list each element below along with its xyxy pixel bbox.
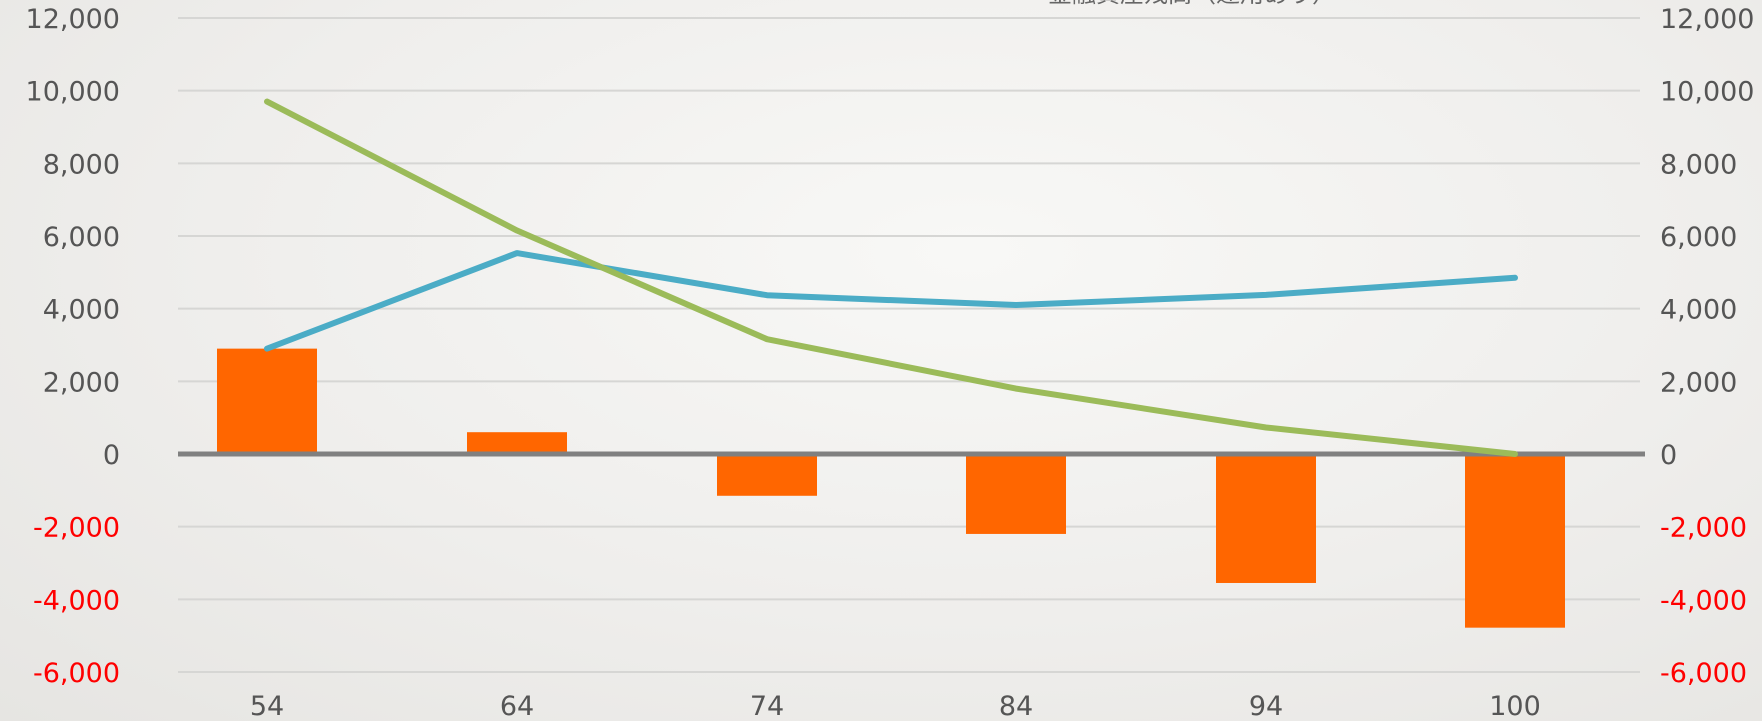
left-y-tick-label: -2,000 bbox=[33, 513, 120, 544]
bar bbox=[966, 454, 1066, 534]
right-y-tick-label: 10,000 bbox=[1660, 77, 1754, 108]
left-y-tick-label: 6,000 bbox=[43, 222, 120, 253]
x-tick-label: 84 bbox=[999, 691, 1033, 721]
left-y-tick-label: 0 bbox=[103, 440, 120, 471]
right-y-tick-label: 12,000 bbox=[1660, 4, 1754, 35]
right-y-tick-label: 2,000 bbox=[1660, 367, 1737, 398]
left-y-tick-label: 12,000 bbox=[26, 4, 120, 35]
bar bbox=[1465, 454, 1565, 628]
left-y-tick-label: 4,000 bbox=[43, 295, 120, 326]
x-tick-label: 64 bbox=[500, 691, 534, 721]
line-series bbox=[264, 98, 1518, 457]
x-tick-label: 100 bbox=[1489, 691, 1541, 721]
bar bbox=[717, 454, 817, 496]
right-y-tick-label: 8,000 bbox=[1660, 149, 1737, 180]
gridlines bbox=[178, 17, 1640, 673]
left-y-tick-label: 8,000 bbox=[43, 149, 120, 180]
x-tick-label: 74 bbox=[750, 691, 784, 721]
bar bbox=[1216, 454, 1316, 583]
left-y-tick-label: 10,000 bbox=[26, 77, 120, 108]
line-series-2 bbox=[264, 98, 1518, 457]
line-series-1 bbox=[264, 250, 1518, 352]
right-y-tick-label: 0 bbox=[1660, 440, 1677, 471]
left-y-axis: 12,000 10,000 8,000 6,000 4,000 2,000 0 -2,000 -… bbox=[26, 4, 120, 689]
x-axis: 54 64 74 84 94 100 bbox=[250, 691, 1541, 721]
bar bbox=[467, 432, 567, 454]
right-y-tick-label: 4,000 bbox=[1660, 295, 1737, 326]
right-y-tick-label: 6,000 bbox=[1660, 222, 1737, 253]
left-y-tick-label: 2,000 bbox=[43, 367, 120, 398]
bar-series bbox=[217, 348, 1565, 628]
x-tick-label: 54 bbox=[250, 691, 284, 721]
right-y-tick-label: -4,000 bbox=[1660, 585, 1747, 616]
chart-title: 金融資産残高（運用あり） bbox=[1048, 0, 1336, 8]
left-y-tick-label: -4,000 bbox=[33, 585, 120, 616]
x-tick-label: 94 bbox=[1249, 691, 1283, 721]
right-y-tick-label: -2,000 bbox=[1660, 513, 1747, 544]
left-y-tick-label: -6,000 bbox=[33, 658, 120, 689]
bar bbox=[217, 348, 317, 454]
right-y-axis: 12,000 10,000 8,000 6,000 4,000 2,000 0 -2,000 -… bbox=[1660, 4, 1754, 689]
right-y-tick-label: -6,000 bbox=[1660, 658, 1747, 689]
